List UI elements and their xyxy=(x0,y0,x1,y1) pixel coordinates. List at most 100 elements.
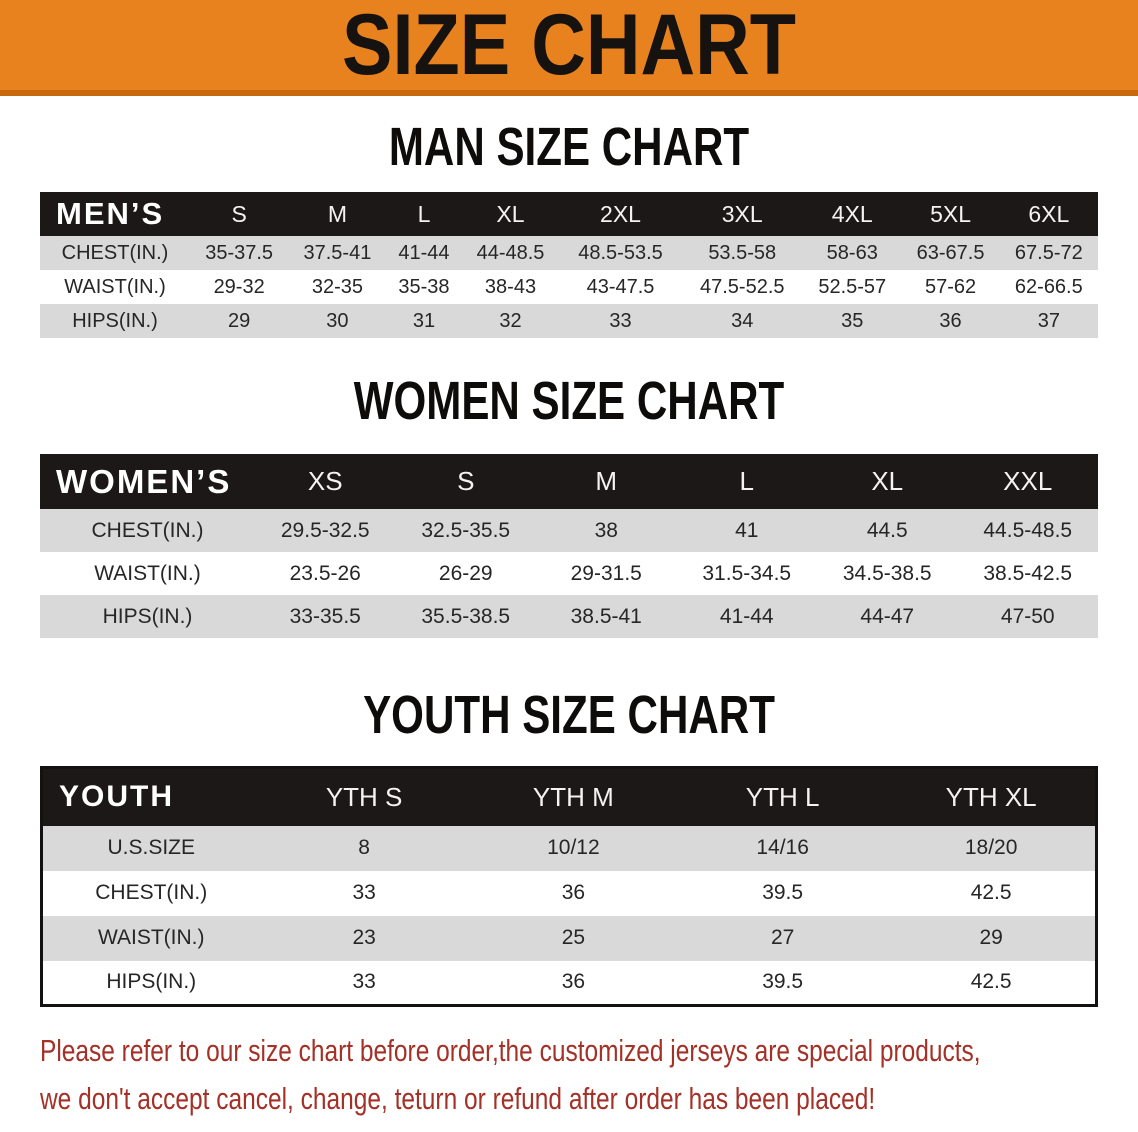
youth-section-title: YOUTH SIZE CHART xyxy=(0,688,1138,742)
row-label: CHEST(IN.) xyxy=(40,236,190,270)
size-value-cell: 67.5-72 xyxy=(999,236,1098,270)
size-value-cell: 32 xyxy=(461,304,560,338)
size-column-header: 2XL xyxy=(559,192,682,236)
youth-section-title-text: YOUTH SIZE CHART xyxy=(363,685,775,745)
size-column-header: XL xyxy=(461,192,560,236)
size-column-header: XL xyxy=(817,454,958,509)
size-column-header: XXL xyxy=(957,454,1098,509)
size-value-cell: 38.5-41 xyxy=(536,595,677,638)
size-value-cell: 52.5-57 xyxy=(803,270,902,304)
banner: SIZE CHART xyxy=(0,0,1138,96)
men-size-table: MEN’S S M L XL 2XL 3XL 4XL 5XL 6XL CHEST(IN.) 35-37… xyxy=(40,192,1098,338)
size-value-cell: 26-29 xyxy=(395,552,536,595)
size-value-cell: 23.5-26 xyxy=(255,552,396,595)
table-row: HIPS(IN.) 33 36 39.5 42.5 xyxy=(41,960,1097,1006)
size-value-cell: 32.5-35.5 xyxy=(395,509,536,552)
size-value-cell: 27 xyxy=(678,915,888,961)
size-value-cell: 31 xyxy=(386,304,462,338)
youth-table-body: U.S.SIZE 8 10/12 14/16 18/20 CHEST(IN.) 33 36 39… xyxy=(41,825,1097,1006)
size-value-cell: 32-35 xyxy=(288,270,387,304)
header-row: YOUTH YTH S YTH M YTH L YTH XL xyxy=(41,767,1097,826)
size-column-header: 4XL xyxy=(803,192,902,236)
size-column-header: L xyxy=(386,192,462,236)
women-table-header: WOMEN’S XS S M L XL XXL xyxy=(40,454,1098,509)
size-value-cell: 33-35.5 xyxy=(255,595,396,638)
size-value-cell: 48.5-53.5 xyxy=(559,236,682,270)
size-value-cell: 36 xyxy=(468,960,678,1006)
header-row: WOMEN’S XS S M L XL XXL xyxy=(40,454,1098,509)
size-column-header: 3XL xyxy=(681,192,804,236)
size-column-header: 6XL xyxy=(999,192,1098,236)
table-row: CHEST(IN.) 29.5-32.5 32.5-35.5 38 41 44.5 44.5… xyxy=(40,509,1098,552)
size-value-cell: 36 xyxy=(901,304,1000,338)
size-value-cell: 29-31.5 xyxy=(536,552,677,595)
size-value-cell: 41-44 xyxy=(386,236,462,270)
size-value-cell: 35 xyxy=(803,304,902,338)
table-row: HIPS(IN.) 33-35.5 35.5-38.5 38.5-41 41-44 44-… xyxy=(40,595,1098,638)
size-value-cell: 33 xyxy=(259,870,469,916)
size-value-cell: 8 xyxy=(259,825,469,871)
size-value-cell: 41-44 xyxy=(676,595,817,638)
size-value-cell: 38-43 xyxy=(461,270,560,304)
women-size-chart-section: WOMEN SIZE CHART WOMEN’S XS S M L XL XXL CHEST(I… xyxy=(0,374,1138,638)
table-row: WAIST(IN.) 23.5-26 26-29 29-31.5 31.5-34.5 34… xyxy=(40,552,1098,595)
size-value-cell: 31.5-34.5 xyxy=(676,552,817,595)
table-row: WAIST(IN.) 23 25 27 29 xyxy=(41,915,1097,961)
size-value-cell: 14/16 xyxy=(678,825,888,871)
size-column-header: 5XL xyxy=(901,192,1000,236)
table-row: U.S.SIZE 8 10/12 14/16 18/20 xyxy=(41,825,1097,871)
size-value-cell: 42.5 xyxy=(887,870,1097,916)
size-value-cell: 30 xyxy=(288,304,387,338)
size-value-cell: 29-32 xyxy=(190,270,289,304)
youth-size-chart-section: YOUTH SIZE CHART YOUTH YTH S YTH M YTH L YTH … xyxy=(0,688,1138,1007)
size-column-header: S xyxy=(190,192,289,236)
size-value-cell: 35-38 xyxy=(386,270,462,304)
size-value-cell: 63-67.5 xyxy=(901,236,1000,270)
size-column-header: YTH XL xyxy=(887,767,1097,826)
size-value-cell: 47-50 xyxy=(957,595,1098,638)
size-column-header: YTH S xyxy=(259,767,469,826)
size-value-cell: 44-48.5 xyxy=(461,236,560,270)
size-value-cell: 25 xyxy=(468,915,678,961)
size-value-cell: 53.5-58 xyxy=(681,236,804,270)
row-label: U.S.SIZE xyxy=(41,825,260,871)
youth-category-label: YOUTH xyxy=(41,767,260,826)
men-section-title-text: MAN SIZE CHART xyxy=(388,117,750,177)
size-value-cell: 62-66.5 xyxy=(999,270,1098,304)
row-label: HIPS(IN.) xyxy=(40,595,255,638)
row-label: WAIST(IN.) xyxy=(41,915,260,961)
size-column-header: XS xyxy=(255,454,396,509)
youth-table-header: YOUTH YTH S YTH M YTH L YTH XL xyxy=(41,767,1097,826)
women-table-body: CHEST(IN.) 29.5-32.5 32.5-35.5 38 41 44.5 44.5… xyxy=(40,509,1098,638)
size-value-cell: 10/12 xyxy=(468,825,678,871)
size-value-cell: 36 xyxy=(468,870,678,916)
women-size-table: WOMEN’S XS S M L XL XXL CHEST(IN.) 29.5-32.5 32.5… xyxy=(40,454,1098,638)
row-label: HIPS(IN.) xyxy=(40,304,190,338)
size-value-cell: 43-47.5 xyxy=(559,270,682,304)
men-table-body: CHEST(IN.) 35-37.5 37.5-41 41-44 44-48.5 48.5… xyxy=(40,236,1098,338)
men-category-label: MEN’S xyxy=(40,192,190,236)
size-value-cell: 29.5-32.5 xyxy=(255,509,396,552)
women-section-title-text: WOMEN SIZE CHART xyxy=(353,371,785,431)
size-value-cell: 29 xyxy=(887,915,1097,961)
size-value-cell: 38 xyxy=(536,509,677,552)
size-value-cell: 37 xyxy=(999,304,1098,338)
size-value-cell: 29 xyxy=(190,304,289,338)
size-value-cell: 42.5 xyxy=(887,960,1097,1006)
men-size-chart-section: MAN SIZE CHART MEN’S S M L XL 2XL 3XL 4XL 5XL 6XL C… xyxy=(0,120,1138,338)
size-column-header: M xyxy=(288,192,387,236)
size-value-cell: 47.5-52.5 xyxy=(681,270,804,304)
size-value-cell: 39.5 xyxy=(678,960,888,1006)
notice-line-1: Please refer to our size chart before or… xyxy=(40,1033,981,1068)
row-label: WAIST(IN.) xyxy=(40,552,255,595)
size-value-cell: 35-37.5 xyxy=(190,236,289,270)
order-notice: Please refer to our size chart before or… xyxy=(40,1027,1098,1123)
size-column-header: M xyxy=(536,454,677,509)
row-label: CHEST(IN.) xyxy=(41,870,260,916)
size-column-header: L xyxy=(676,454,817,509)
size-value-cell: 34 xyxy=(681,304,804,338)
row-label: CHEST(IN.) xyxy=(40,509,255,552)
size-column-header: S xyxy=(395,454,536,509)
table-row: WAIST(IN.) 29-32 32-35 35-38 38-43 43-47.5 47.… xyxy=(40,270,1098,304)
table-row: HIPS(IN.) 29 30 31 32 33 34 35 36 37 xyxy=(40,304,1098,338)
